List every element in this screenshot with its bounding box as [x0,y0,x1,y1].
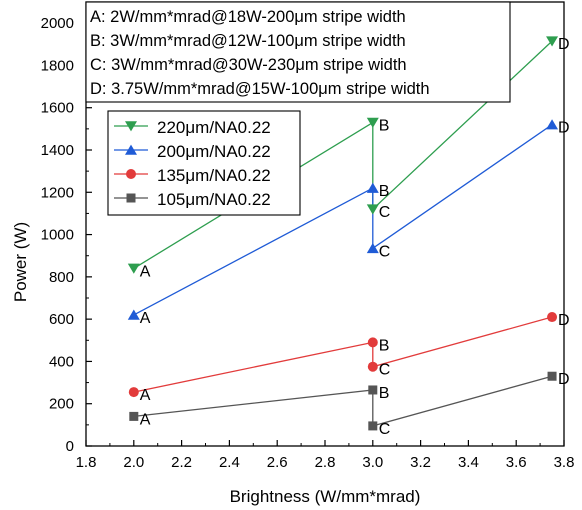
x-tick-label-8: 3.4 [458,454,479,471]
data-point-2-3 [547,312,558,323]
data-point-1-3 [546,119,559,130]
annotation-b: B: 3W/mm*mrad@12W-100μm stripe width [90,32,406,50]
y-axis-title: Power (W) [11,222,30,302]
data-point-3-3 [547,371,557,381]
series-markers [127,36,559,431]
legend-marker-1 [125,144,137,155]
legend: 220μm/NA0.22 200μm/NA0.22 135μm/NA0.22 1… [107,110,301,216]
legend-label-105um: 105μm/NA0.22 [157,190,271,209]
annotation-box: A: 2W/mm*mrad@18W-200μm stripe width B: … [85,1,511,103]
y-tick-label-1: 200 [49,396,74,413]
series-line-1 [133,124,553,316]
legend-label-135um: 135μm/NA0.22 [157,166,271,185]
point-label-2-2: C [379,362,391,379]
annotation-c: C: 3W/mm*mrad@30W-230μm stripe width [90,56,407,74]
data-point-2-2 [367,361,378,372]
y-tick-label-0: 0 [66,438,74,455]
series-line-2 [133,316,553,393]
y-tick-label-4: 800 [49,269,74,286]
y-tick-label-2: 400 [49,353,74,370]
x-tick-label-5: 2.8 [315,454,336,471]
legend-label-200um: 200μm/NA0.22 [157,142,271,161]
point-label-3-3: D [558,371,570,388]
x-tick-label-4: 2.6 [267,454,288,471]
series-line-3 [133,375,553,427]
x-tick-label-10: 3.8 [554,454,575,471]
data-point-3-1 [368,385,378,395]
legend-marker-0 [125,121,137,132]
point-label-0-1: B [379,118,390,135]
y-tick-label-8: 1600 [41,100,74,117]
point-label-3-2: C [379,421,391,438]
point-label-3-1: B [379,385,390,402]
legend-marker-2 [126,169,136,179]
point-label-0-2: C [379,204,391,221]
data-point-1-0 [127,309,140,320]
point-label-1-2: C [379,243,391,260]
annotation-frame [85,1,511,103]
x-tick-label-0: 1.8 [76,454,97,471]
point-label-1-3: D [558,120,570,137]
data-point-1-2 [366,242,379,254]
data-point-0-1 [366,117,379,128]
x-tick-label-6: 3.0 [362,454,383,471]
point-label-2-0: A [140,387,151,404]
x-tick-label-3: 2.4 [219,454,240,471]
data-point-3-2 [368,421,378,431]
point-label-0-3: D [558,36,570,53]
data-point-0-0 [127,263,140,274]
y-tick-label-3: 600 [49,311,74,328]
y-tick-label-10: 2000 [41,15,74,32]
x-tick-label-1: 2.0 [123,454,144,471]
point-label-2-1: B [379,337,390,354]
data-point-0-3 [546,36,559,47]
data-point-2-1 [367,337,378,348]
y-tick-label-9: 1800 [41,57,74,74]
x-tick-label-9: 3.6 [506,454,527,471]
legend-marker-3 [126,193,136,203]
x-tick-label-7: 3.2 [410,454,431,471]
series-lines [133,40,553,427]
legend-items [114,121,148,203]
y-tick-label-5: 1000 [41,227,74,244]
data-point-2-0 [128,387,139,398]
data-point-1-1 [366,182,379,193]
y-tick-label-6: 1200 [41,184,74,201]
point-label-3-0: A [140,411,151,428]
legend-label-220um: 220μm/NA0.22 [157,118,271,137]
x-tick-label-2: 2.2 [171,454,192,471]
point-label-0-0: A [140,263,151,280]
point-label-2-3: D [558,312,570,329]
point-label-1-0: A [140,310,151,327]
data-point-0-2 [366,204,379,215]
annotation-a: A: 2W/mm*mrad@18W-200μm stripe width [90,8,406,26]
annotation-d: D: 3.75W/mm*mrad@15W-100μm stripe width [90,80,430,98]
y-tick-label-7: 1400 [41,142,74,159]
data-point-3-0 [129,411,139,421]
axis-ticks: 1.8 2.0 2.2 2.4 2.6 2.8 3.0 3.2 3.4 3.6 3.8 0 200 400… [41,15,575,471]
x-axis-title: Brightness (W/mm*mrad) [230,487,421,506]
point-label-1-1: B [379,183,390,200]
